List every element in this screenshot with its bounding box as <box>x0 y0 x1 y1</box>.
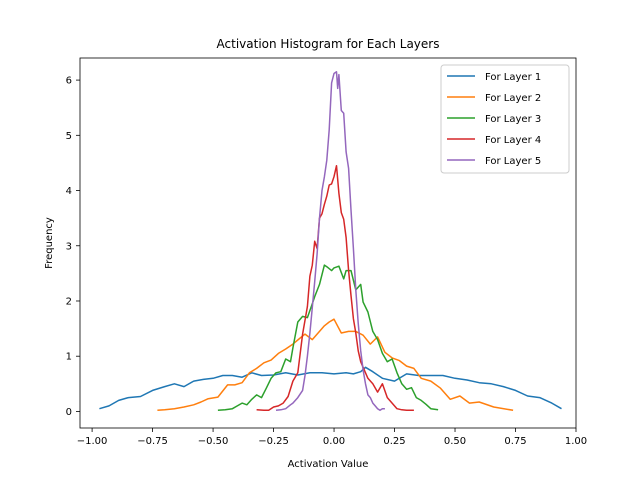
x-tick-label: 0.50 <box>444 436 466 447</box>
chart-title: Activation Histogram for Each Layers <box>217 37 440 51</box>
x-axis-ticks: −1.00 −0.75 −0.50 −0.25 0.00 0.25 0.50 0.75 1.00 <box>77 428 587 447</box>
y-axis-ticks: 0 1 2 3 4 5 6 <box>66 76 80 418</box>
series-line-layer-3 <box>217 264 439 412</box>
legend-label-layer-4: For Layer 4 <box>485 135 541 146</box>
x-tick-label: 0.25 <box>383 436 405 447</box>
y-axis-label: Frequency <box>44 217 55 269</box>
legend: For Layer 1 For Layer 2 For Layer 3 For Lay… <box>440 64 570 174</box>
y-tick-label: 1 <box>66 352 72 363</box>
x-tick-label: 1.00 <box>565 436 587 447</box>
x-tick-label: −1.00 <box>77 436 108 447</box>
legend-label-layer-1: For Layer 1 <box>485 72 541 83</box>
y-tick-label: 5 <box>66 131 72 142</box>
legend-label-layer-2: For Layer 2 <box>485 93 541 104</box>
y-tick-label: 0 <box>66 407 72 418</box>
series-line-layer-1 <box>99 366 562 410</box>
legend-label-layer-5: For Layer 5 <box>485 156 541 167</box>
y-tick-label: 4 <box>66 186 72 197</box>
series-line-layer-5 <box>275 71 385 412</box>
legend-label-layer-3: For Layer 3 <box>485 114 541 125</box>
x-tick-label: 0.75 <box>504 436 526 447</box>
y-tick-label: 2 <box>66 296 72 307</box>
series-line-layer-4 <box>256 164 414 412</box>
x-tick-label: −0.50 <box>198 436 229 447</box>
x-tick-label: −0.75 <box>137 436 168 447</box>
axes-frame <box>79 57 577 429</box>
x-tick-label: 0.00 <box>323 436 345 447</box>
y-tick-label: 3 <box>66 241 72 252</box>
y-tick-label: 6 <box>66 76 72 87</box>
legend-box <box>440 64 570 174</box>
plot-area <box>79 57 577 429</box>
x-tick-label: −0.25 <box>258 436 289 447</box>
x-axis-label: Activation Value <box>288 459 369 470</box>
series-line-layer-2 <box>157 318 514 412</box>
